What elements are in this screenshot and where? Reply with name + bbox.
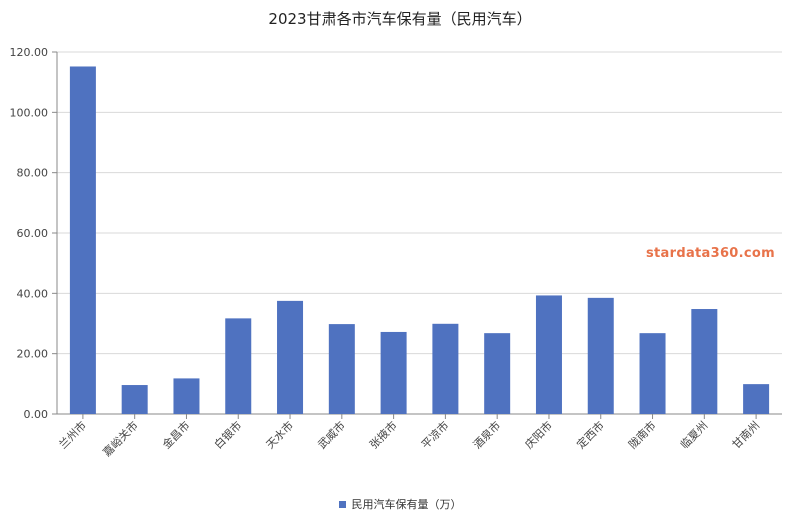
y-tick-label: 100.00 xyxy=(10,106,49,119)
bar xyxy=(639,333,666,414)
bar xyxy=(69,66,96,414)
x-tick-label: 陇南市 xyxy=(625,418,658,451)
x-tick-label: 定西市 xyxy=(574,418,607,451)
legend: 民用汽车保有量（万） xyxy=(0,496,800,512)
x-tick-label: 张掖市 xyxy=(366,418,399,451)
bar xyxy=(173,378,200,414)
bar xyxy=(380,331,407,414)
y-tick-label: 0.00 xyxy=(24,408,49,421)
x-tick-label: 兰州市 xyxy=(56,418,89,451)
x-tick-label: 临夏州 xyxy=(677,418,710,451)
bar xyxy=(691,309,718,414)
bar xyxy=(432,323,459,414)
bar xyxy=(587,297,614,414)
bar xyxy=(225,318,252,414)
x-tick-label: 白银市 xyxy=(211,418,244,451)
y-tick-label: 120.00 xyxy=(10,46,49,59)
legend-swatch xyxy=(338,500,346,508)
x-tick-label: 嘉峪关市 xyxy=(100,418,141,459)
y-tick-label: 80.00 xyxy=(17,167,49,180)
x-tick-label: 武威市 xyxy=(315,418,348,451)
y-tick-label: 40.00 xyxy=(17,287,49,300)
legend-label: 民用汽车保有量（万） xyxy=(351,498,462,511)
watermark: stardata360.com xyxy=(646,246,775,261)
x-tick-label: 庆阳市 xyxy=(522,418,555,451)
y-tick-label: 60.00 xyxy=(17,227,49,240)
x-tick-label: 金昌市 xyxy=(159,418,192,451)
x-tick-label: 平凉市 xyxy=(418,418,451,451)
y-tick-label: 20.00 xyxy=(17,348,49,361)
x-tick-label: 天水市 xyxy=(263,418,296,451)
chart-title: 2023甘肃各市汽车保有量（民用汽车） xyxy=(268,10,532,28)
bar xyxy=(743,384,770,414)
bar xyxy=(277,300,304,414)
bar xyxy=(484,333,511,414)
bar xyxy=(328,324,355,414)
x-tick-label: 甘南州 xyxy=(730,419,763,452)
x-tick-label: 酒泉市 xyxy=(470,418,503,451)
bar xyxy=(121,385,148,414)
bar xyxy=(535,295,562,414)
